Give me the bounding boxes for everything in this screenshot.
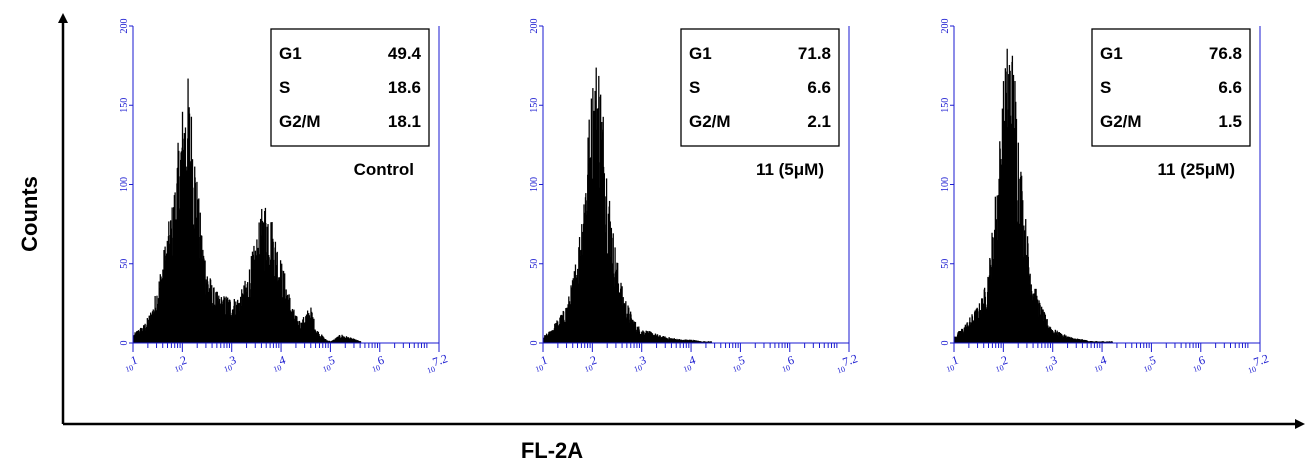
y-tick-label: 50 <box>119 259 130 269</box>
x-tick-label: 107.2 <box>423 351 450 375</box>
y-tick-label: 200 <box>119 19 130 34</box>
y-tick-label: 0 <box>529 341 540 346</box>
x-tick-label: 103 <box>220 353 239 374</box>
x-tick-label: 107.2 <box>833 351 860 375</box>
stat-phase-value: 76.8 <box>1209 44 1242 63</box>
y-tick-label: 50 <box>529 259 540 269</box>
y-tick-label: 0 <box>940 341 951 346</box>
stat-phase-label: G1 <box>1100 44 1123 63</box>
stat-phase-label: S <box>279 78 290 97</box>
x-tick-label: 101 <box>942 353 961 374</box>
stat-phase-value: 1.5 <box>1218 112 1242 131</box>
stat-phase-label: S <box>689 78 700 97</box>
x-minor-ticks <box>557 343 838 348</box>
y-tick-label: 50 <box>940 259 951 269</box>
x-tick-label: 107.2 <box>1244 351 1271 375</box>
stats-box <box>680 28 840 147</box>
stat-phase-value: 6.6 <box>1218 78 1242 97</box>
x-minor-ticks <box>147 343 428 348</box>
stat-phase-value: 71.8 <box>798 44 831 63</box>
y-tick-label: 150 <box>940 98 951 113</box>
x-tick-label: 103 <box>1041 353 1060 374</box>
stat-phase-label: S <box>1100 78 1111 97</box>
y-tick-label: 200 <box>529 19 540 34</box>
x-tick-label: 104 <box>679 353 698 374</box>
x-tick-label: 101 <box>531 353 550 374</box>
panels: 0 50 100 150 200 101 102 103 104 105 106 107.2 G1 49.… <box>119 19 1271 376</box>
x-tick-label: 106 <box>368 353 387 374</box>
y-tick-label: 200 <box>940 19 951 34</box>
histogram-bars <box>954 48 1113 344</box>
x-tick-label: 102 <box>171 353 190 374</box>
y-tick-label: 150 <box>119 98 130 113</box>
x-tick-label: 104 <box>1090 353 1109 374</box>
histogram-bar <box>710 341 712 343</box>
stat-phase-label: G2/M <box>1100 112 1142 131</box>
y-tick-label: 100 <box>529 177 540 192</box>
histogram-bars <box>133 78 362 344</box>
y-tick-label: 150 <box>529 98 540 113</box>
stat-phase-value: 49.4 <box>388 44 422 63</box>
stats-box <box>1091 28 1251 147</box>
y-axis-label: Counts <box>17 176 42 252</box>
stat-phase-value: 18.1 <box>388 112 421 131</box>
condition-label: 11 (5μM) <box>756 160 824 179</box>
x-tick-label: 102 <box>581 353 600 374</box>
condition-label: 11 (25μM) <box>1158 160 1236 179</box>
condition-label: Control <box>354 160 414 179</box>
histogram-bars <box>543 67 712 344</box>
x-tick-label: 102 <box>992 353 1011 374</box>
stat-phase-value: 6.6 <box>807 78 831 97</box>
stat-phase-label: G1 <box>279 44 302 63</box>
x-tick-label: 105 <box>1140 353 1159 374</box>
stat-phase-value: 2.1 <box>807 112 831 131</box>
y-tick-label: 0 <box>119 341 130 346</box>
histogram-bar <box>353 338 355 343</box>
x-tick-label: 106 <box>1189 353 1208 374</box>
histogram-bar <box>1111 341 1113 343</box>
histogram-bar <box>213 287 215 343</box>
histogram-panel-3: 0 50 100 150 200 101 102 103 104 105 106 107.2 G1 76.… <box>940 19 1271 376</box>
x-minor-ticks <box>968 343 1249 348</box>
histogram-bar <box>1025 219 1027 343</box>
x-tick-label: 104 <box>269 353 288 374</box>
stat-phase-label: G2/M <box>689 112 731 131</box>
x-tick-label: 103 <box>630 353 649 374</box>
stat-phase-value: 18.6 <box>388 78 421 97</box>
histogram-panel-2: 0 50 100 150 200 101 102 103 104 105 106 107.2 G1 71.… <box>529 19 860 376</box>
y-tick-label: 100 <box>940 177 951 192</box>
histogram-panel-1: 0 50 100 150 200 101 102 103 104 105 106 107.2 G1 49.… <box>119 19 450 376</box>
x-tick-label: 106 <box>778 353 797 374</box>
stat-phase-label: G1 <box>689 44 712 63</box>
stats-box <box>270 28 430 147</box>
x-tick-label: 105 <box>729 353 748 374</box>
x-tick-label: 105 <box>319 353 338 374</box>
stat-phase-label: G2/M <box>279 112 321 131</box>
x-axis-label: FL-2A <box>521 438 583 463</box>
histogram-bar <box>359 341 362 343</box>
x-tick-label: 101 <box>121 353 140 374</box>
y-tick-label: 100 <box>119 177 130 192</box>
